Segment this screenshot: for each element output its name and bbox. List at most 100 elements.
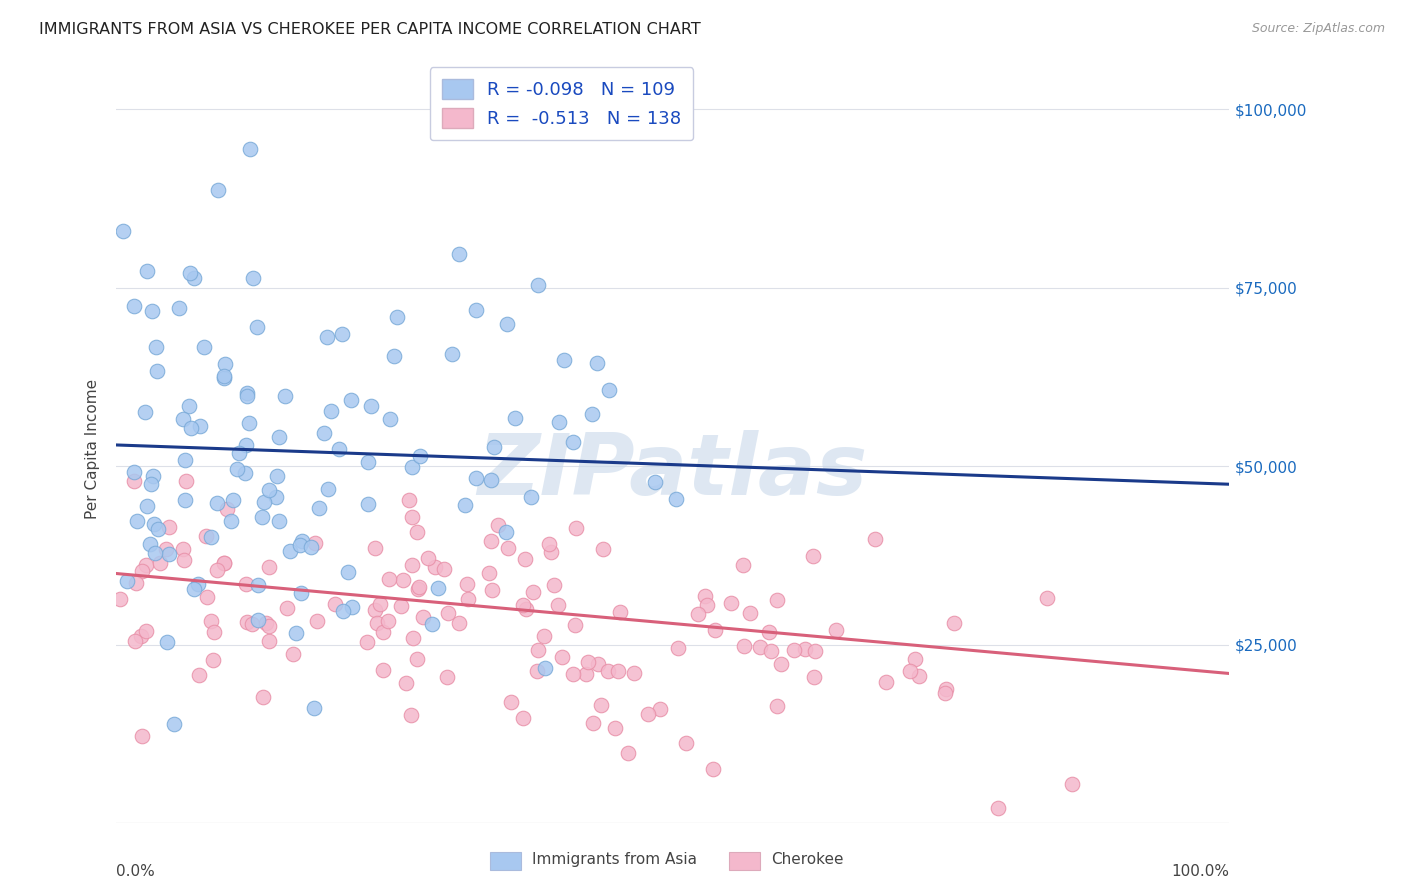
Point (758, 625, 780, 640)
Point (512, 598, 534, 612)
Text: Cherokee: Cherokee (772, 852, 844, 867)
Point (174, 474, 197, 488)
Point (233, 467, 256, 481)
Point (364, 541, 387, 556)
Point (214, 371, 236, 385)
Point (222, 492, 245, 507)
Point (598, 384, 620, 398)
Point (173, 493, 195, 508)
Point (325, 597, 347, 611)
Point (368, 598, 391, 612)
Point (183, 582, 205, 597)
Point (759, 644, 782, 658)
Point (934, 686, 956, 700)
Point (495, 525, 517, 540)
Point (226, 461, 249, 475)
Point (304, 536, 326, 550)
Point (527, 278, 550, 293)
Point (406, 582, 429, 596)
Point (409, 449, 432, 463)
Text: 100.0%: 100.0% (1171, 863, 1229, 879)
Point (553, 352, 575, 367)
Point (907, 669, 929, 683)
Point (766, 698, 789, 713)
Point (464, 471, 486, 485)
Point (648, 701, 671, 715)
Point (562, 667, 585, 681)
Point (575, 667, 598, 681)
Point (308, 500, 330, 515)
Text: Immigrants from Asia: Immigrants from Asia (533, 852, 697, 867)
Point (207, 183, 229, 197)
Point (702, 762, 724, 776)
Point (290, 585, 312, 599)
Point (616, 746, 638, 760)
Point (503, 410, 526, 425)
Point (769, 657, 792, 672)
Point (340, 599, 363, 614)
Point (340, 392, 363, 407)
Text: ZIPatlas: ZIPatlas (478, 430, 868, 513)
Point (131, 564, 153, 578)
Point (242, 271, 264, 285)
Point (405, 652, 427, 666)
Point (278, 544, 301, 558)
Point (266, 469, 288, 483)
Point (146, 364, 169, 378)
Point (228, 446, 250, 460)
Point (488, 517, 510, 532)
Point (720, 596, 742, 610)
Point (623, 666, 645, 681)
Point (267, 430, 290, 444)
Point (236, 389, 259, 403)
Point (219, 514, 242, 528)
Point (259, 619, 281, 633)
Point (441, 347, 464, 361)
Point (378, 572, 401, 586)
Point (360, 399, 382, 413)
Point (478, 566, 501, 580)
Y-axis label: Per Capita Income: Per Capita Income (86, 378, 100, 518)
Point (143, 546, 166, 560)
Point (124, 633, 146, 648)
Point (803, 670, 825, 684)
Point (399, 707, 422, 722)
Point (139, 536, 162, 550)
Point (145, 340, 167, 354)
Point (426, 582, 449, 596)
Point (273, 388, 295, 402)
Point (125, 514, 148, 528)
Point (173, 553, 195, 567)
Point (143, 517, 166, 532)
Point (134, 405, 156, 419)
Point (704, 623, 727, 637)
Point (447, 247, 470, 261)
Point (534, 661, 557, 675)
Legend: R = -0.098   N = 109, R =  -0.513   N = 138: R = -0.098 N = 109, R = -0.513 N = 138 (430, 67, 693, 140)
Point (515, 552, 537, 566)
Point (603, 721, 626, 735)
Point (495, 317, 517, 331)
Point (418, 551, 440, 566)
Point (543, 578, 565, 592)
Point (456, 577, 478, 591)
Point (235, 438, 257, 452)
Point (402, 631, 425, 645)
Point (408, 580, 430, 594)
Point (246, 319, 269, 334)
Point (395, 676, 418, 690)
Point (385, 310, 408, 324)
Point (398, 493, 420, 508)
Point (321, 404, 343, 418)
Point (793, 642, 815, 657)
Point (412, 610, 434, 624)
Point (515, 602, 537, 616)
Point (259, 559, 281, 574)
Point (598, 665, 620, 679)
Point (163, 717, 186, 731)
Point (173, 453, 195, 467)
Point (122, 474, 145, 488)
Point (239, 142, 262, 156)
Point (562, 434, 585, 449)
Point (252, 495, 274, 509)
